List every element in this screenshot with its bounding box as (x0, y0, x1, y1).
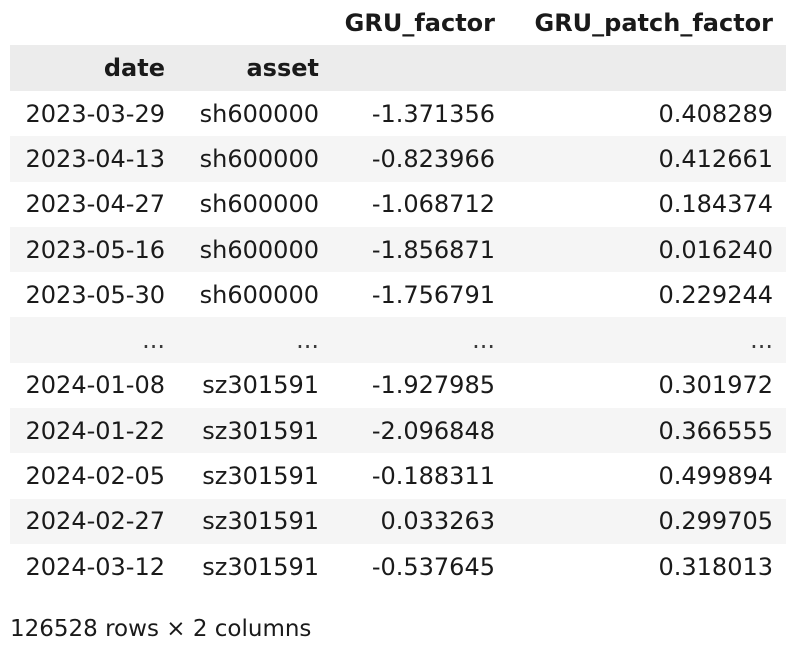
asset-cell: sh600000 (178, 272, 332, 318)
gru-factor-cell: 0.033263 (332, 498, 508, 544)
gru-factor-cell: -0.188311 (332, 453, 508, 499)
gru-patch-factor-cell: 0.412661 (508, 136, 786, 182)
date-cell: 2024-01-22 (10, 408, 178, 454)
gru-patch-factor-cell: 0.229244 (508, 272, 786, 318)
table-row: 2024-03-12 sz301591 -0.537645 0.318013 (10, 543, 786, 590)
date-cell: 2023-04-27 (10, 181, 178, 227)
gru-patch-factor-cell: 0.318013 (508, 543, 786, 590)
asset-cell: sz301591 (178, 453, 332, 499)
date-cell: 2024-02-05 (10, 453, 178, 499)
date-cell: 2023-04-13 (10, 136, 178, 182)
table-row: 2023-04-13 sh600000 -0.823966 0.412661 (10, 136, 786, 182)
dataframe-output: GRU_factor GRU_patch_factor date asset 2… (10, 0, 786, 590)
date-cell: 2024-01-08 (10, 362, 178, 409)
gru-patch-factor-cell: 0.016240 (508, 226, 786, 273)
blank-header-cell (178, 0, 332, 45)
blank-header-cell (508, 45, 786, 91)
table-row: 2024-01-08 sz301591 -1.927985 0.301972 (10, 362, 786, 409)
gru-patch-factor-cell: 0.408289 (508, 91, 786, 137)
gru-factor-cell: -1.927985 (332, 362, 508, 409)
table-row: 2023-05-30 sh600000 -1.756791 0.229244 (10, 272, 786, 318)
asset-cell: sh600000 (178, 91, 332, 137)
date-cell: 2024-02-27 (10, 498, 178, 544)
blank-header-cell (10, 0, 178, 45)
table-body: 2023-03-29 sh600000 -1.371356 0.408289 2… (10, 91, 786, 590)
truncation-row: ... ... ... ... (10, 317, 786, 363)
table-row: 2024-01-22 sz301591 -2.096848 0.366555 (10, 408, 786, 454)
ellipsis-cell: ... (178, 317, 332, 363)
dataframe-table: GRU_factor GRU_patch_factor date asset 2… (10, 0, 786, 590)
asset-cell: sh600000 (178, 136, 332, 182)
asset-cell: sz301591 (178, 543, 332, 590)
asset-cell: sz301591 (178, 362, 332, 409)
gru-patch-factor-cell: 0.366555 (508, 408, 786, 454)
gru-patch-factor-cell: 0.299705 (508, 498, 786, 544)
ellipsis-cell: ... (508, 317, 786, 363)
column-header-gru-factor: GRU_factor (332, 0, 508, 45)
gru-factor-cell: -1.068712 (332, 181, 508, 227)
asset-cell: sh600000 (178, 226, 332, 273)
index-name-asset: asset (178, 45, 332, 91)
column-header-gru-patch-factor: GRU_patch_factor (508, 0, 786, 45)
gru-patch-factor-cell: 0.499894 (508, 453, 786, 499)
gru-factor-cell: -1.856871 (332, 226, 508, 273)
index-name-row: date asset (10, 45, 786, 91)
asset-cell: sh600000 (178, 181, 332, 227)
gru-factor-cell: -1.756791 (332, 272, 508, 318)
table-row: 2024-02-27 sz301591 0.033263 0.299705 (10, 498, 786, 544)
table-row: 2023-03-29 sh600000 -1.371356 0.408289 (10, 91, 786, 137)
gru-factor-cell: -1.371356 (332, 91, 508, 137)
gru-patch-factor-cell: 0.184374 (508, 181, 786, 227)
table-row: 2024-02-05 sz301591 -0.188311 0.499894 (10, 453, 786, 499)
date-cell: 2024-03-12 (10, 543, 178, 590)
gru-factor-cell: -0.537645 (332, 543, 508, 590)
ellipsis-cell: ... (10, 317, 178, 363)
table-row: 2023-04-27 sh600000 -1.068712 0.184374 (10, 181, 786, 227)
dataframe-shape-caption: 126528 rows × 2 columns (10, 616, 312, 642)
table-row: 2023-05-16 sh600000 -1.856871 0.016240 (10, 226, 786, 273)
index-name-date: date (10, 45, 178, 91)
gru-factor-cell: -2.096848 (332, 408, 508, 454)
asset-cell: sz301591 (178, 408, 332, 454)
asset-cell: sz301591 (178, 498, 332, 544)
ellipsis-cell: ... (332, 317, 508, 363)
column-header-row: GRU_factor GRU_patch_factor (10, 0, 786, 45)
date-cell: 2023-05-30 (10, 272, 178, 318)
date-cell: 2023-03-29 (10, 91, 178, 137)
date-cell: 2023-05-16 (10, 226, 178, 273)
gru-patch-factor-cell: 0.301972 (508, 362, 786, 409)
gru-factor-cell: -0.823966 (332, 136, 508, 182)
blank-header-cell (332, 45, 508, 91)
